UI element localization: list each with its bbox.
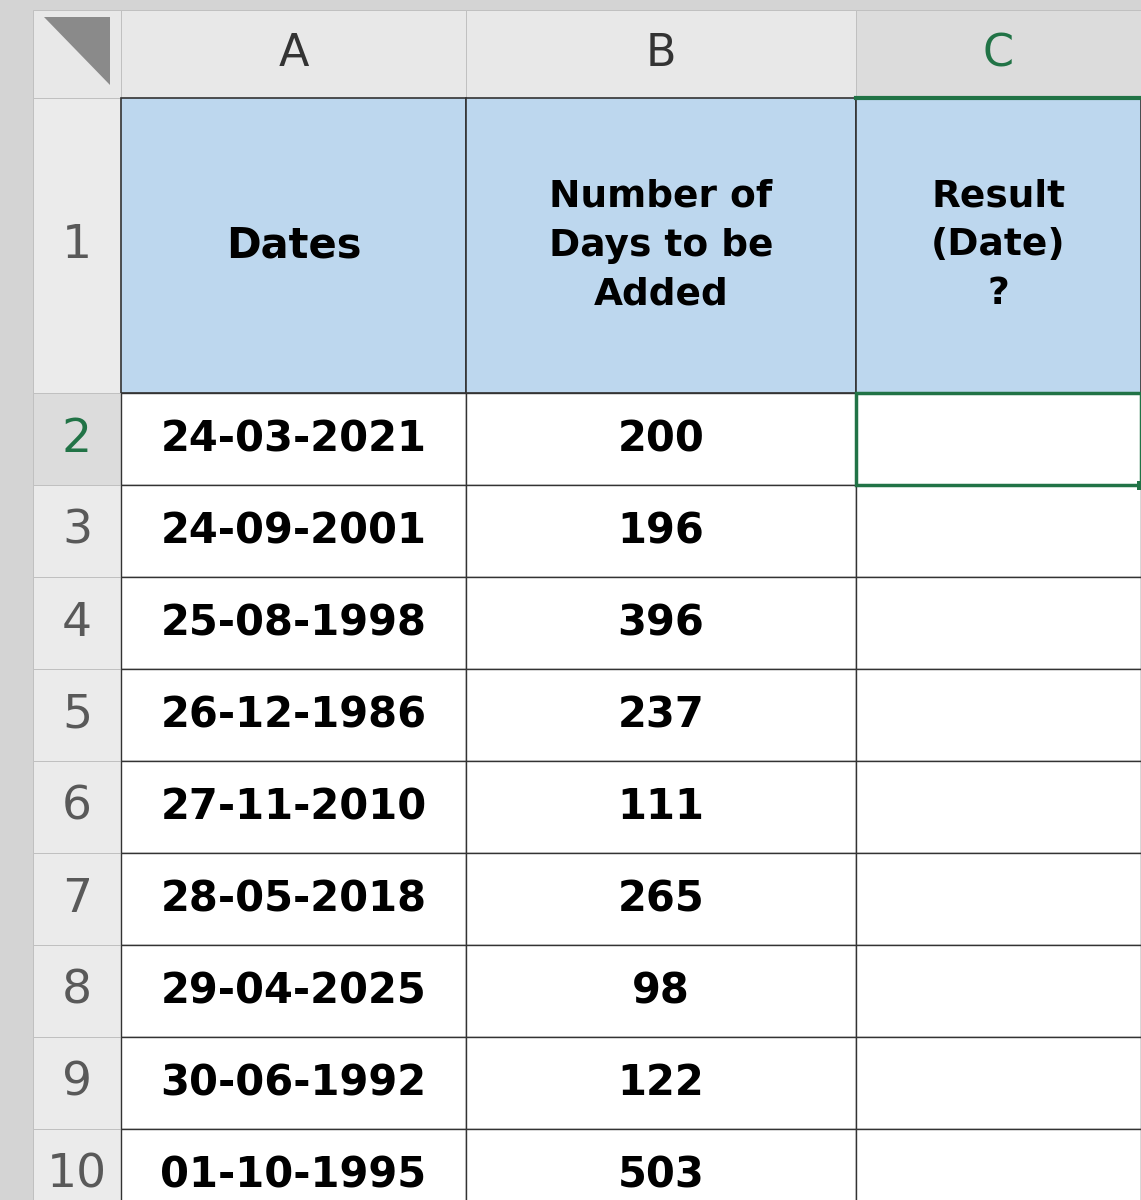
Bar [856, 577, 1141, 670]
Bar [121, 392, 466, 485]
Bar [466, 946, 856, 1037]
Bar [33, 485, 121, 577]
Text: 24-09-2001: 24-09-2001 [161, 510, 427, 552]
Bar [121, 1037, 466, 1129]
Bar [33, 853, 121, 946]
Text: 25-08-1998: 25-08-1998 [161, 602, 427, 644]
Bar [466, 853, 856, 946]
Polygon shape [43, 17, 111, 85]
Bar [33, 761, 121, 853]
Text: C: C [982, 32, 1014, 76]
Bar [33, 98, 121, 392]
Bar [33, 577, 121, 670]
Text: 111: 111 [617, 786, 704, 828]
Text: 8: 8 [62, 968, 92, 1014]
Bar [121, 1129, 466, 1200]
Text: 24-03-2021: 24-03-2021 [161, 418, 427, 460]
Bar [856, 946, 1141, 1037]
Text: 7: 7 [62, 876, 92, 922]
Text: 122: 122 [617, 1062, 704, 1104]
Bar [121, 577, 466, 670]
Text: 196: 196 [617, 510, 704, 552]
Text: 30-06-1992: 30-06-1992 [161, 1062, 427, 1104]
Bar [33, 946, 121, 1037]
Bar [856, 1037, 1141, 1129]
Bar [466, 10, 856, 98]
Bar [856, 761, 1141, 853]
Bar [121, 670, 466, 761]
Text: 2: 2 [62, 416, 92, 462]
Bar [856, 392, 1141, 485]
Bar [121, 946, 466, 1037]
Bar [466, 392, 856, 485]
Bar [1136, 480, 1141, 490]
Bar [466, 98, 856, 392]
Text: 28-05-2018: 28-05-2018 [161, 878, 427, 920]
Text: 1: 1 [62, 223, 92, 268]
Text: Dates: Dates [226, 224, 362, 266]
Bar [33, 1037, 121, 1129]
Bar [121, 98, 466, 392]
Text: 98: 98 [632, 970, 690, 1012]
Bar [121, 485, 466, 577]
Bar [466, 761, 856, 853]
Text: 6: 6 [62, 785, 92, 829]
Text: 27-11-2010: 27-11-2010 [161, 786, 427, 828]
Bar [33, 392, 121, 485]
Text: 4: 4 [62, 600, 92, 646]
Bar [856, 10, 1141, 98]
Bar [856, 853, 1141, 946]
Text: 237: 237 [617, 694, 704, 736]
Bar [466, 485, 856, 577]
Text: Number of
Days to be
Added: Number of Days to be Added [549, 179, 774, 312]
Text: B: B [646, 32, 677, 76]
Text: A: A [278, 32, 309, 76]
Bar [856, 98, 1141, 392]
Text: 9: 9 [62, 1061, 92, 1105]
Text: 01-10-1995: 01-10-1995 [161, 1154, 427, 1196]
Text: 26-12-1986: 26-12-1986 [161, 694, 427, 736]
Bar [856, 670, 1141, 761]
Bar [466, 1037, 856, 1129]
Text: 10: 10 [47, 1152, 107, 1198]
Text: 503: 503 [617, 1154, 704, 1196]
Bar [466, 1129, 856, 1200]
Text: 396: 396 [617, 602, 704, 644]
Text: 265: 265 [617, 878, 704, 920]
Text: 200: 200 [617, 418, 704, 460]
Bar [33, 1129, 121, 1200]
Bar [121, 10, 466, 98]
Bar [856, 1129, 1141, 1200]
Bar [121, 761, 466, 853]
Bar [466, 577, 856, 670]
Bar [33, 10, 121, 98]
Bar [466, 670, 856, 761]
Bar [33, 670, 121, 761]
Bar [856, 485, 1141, 577]
Text: 29-04-2025: 29-04-2025 [161, 970, 427, 1012]
Text: 5: 5 [62, 692, 92, 738]
Bar [121, 853, 466, 946]
Text: Result
(Date)
?: Result (Date) ? [931, 179, 1066, 312]
Text: 3: 3 [62, 509, 92, 553]
Bar [856, 392, 1141, 485]
